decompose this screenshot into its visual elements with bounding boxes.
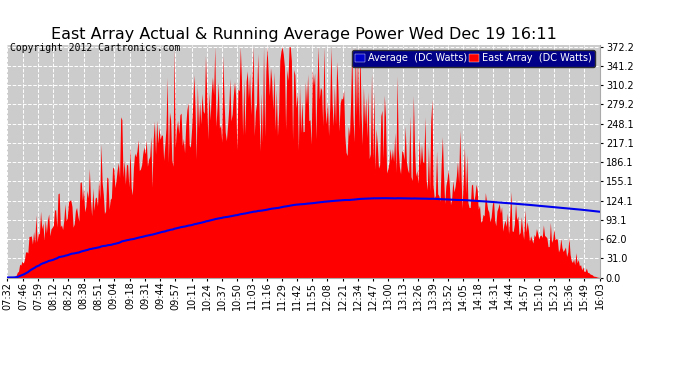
Title: East Array Actual & Running Average Power Wed Dec 19 16:11: East Array Actual & Running Average Powe… <box>50 27 557 42</box>
Legend: Average  (DC Watts), East Array  (DC Watts): Average (DC Watts), East Array (DC Watts… <box>352 50 595 67</box>
Text: Copyright 2012 Cartronics.com: Copyright 2012 Cartronics.com <box>10 43 181 52</box>
